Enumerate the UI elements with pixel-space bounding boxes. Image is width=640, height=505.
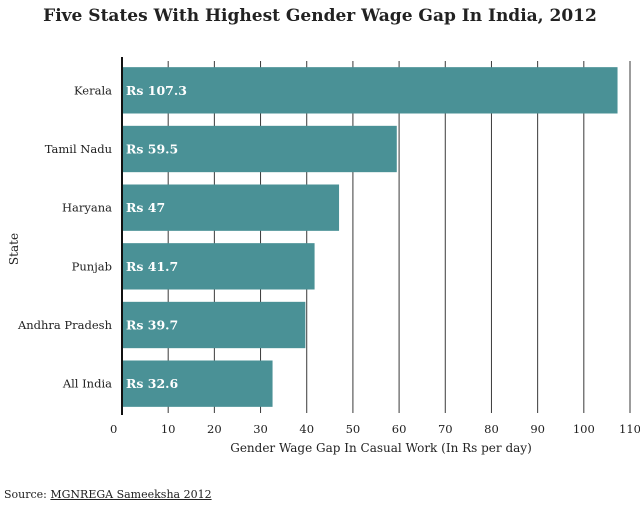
x-tick-label: 40 <box>299 422 314 436</box>
chart-title: Five States With Highest Gender Wage Gap… <box>43 6 597 26</box>
bar-value-label: Rs 41.7 <box>126 259 178 274</box>
bar <box>122 184 340 231</box>
category-label: Kerala <box>74 83 112 97</box>
y-axis-title: State <box>7 233 21 265</box>
bar <box>122 360 273 407</box>
x-tick-label: 0 <box>110 422 117 436</box>
category-label: Punjab <box>72 259 112 273</box>
x-tick-label: 50 <box>346 422 361 436</box>
x-tick-label: 90 <box>530 422 545 436</box>
source-prefix: Source: <box>4 488 51 501</box>
x-tick-label: 10 <box>161 422 176 436</box>
x-tick-label: 80 <box>484 422 499 436</box>
x-tick-label: 110 <box>619 422 640 436</box>
category-label: Andhra Pradesh <box>17 318 113 332</box>
bar-value-label: Rs 59.5 <box>126 142 178 157</box>
bar <box>122 67 618 114</box>
bar-value-label: Rs 47 <box>126 200 165 215</box>
x-tick-label: 20 <box>207 422 222 436</box>
bar <box>122 243 315 290</box>
category-label: Haryana <box>62 201 112 215</box>
bar-value-label: Rs 39.7 <box>126 318 178 333</box>
source-link[interactable]: MGNREGA Sameeksha 2012 <box>50 488 212 501</box>
bar-value-label: Rs 32.6 <box>126 376 179 391</box>
bar <box>122 301 306 349</box>
category-label: Tamil Nadu <box>45 142 112 156</box>
category-label: All India <box>62 377 112 391</box>
bar <box>122 125 397 173</box>
x-axis-title: Gender Wage Gap In Casual Work (In Rs pe… <box>230 441 532 455</box>
bar-value-label: Rs 107.3 <box>126 83 187 98</box>
x-tick-label: 30 <box>253 422 268 436</box>
x-tick-label: 100 <box>573 422 595 436</box>
x-tick-label: 60 <box>392 422 407 436</box>
x-tick-label: 70 <box>438 422 453 436</box>
source-note: Source: MGNREGA Sameeksha 2012 <box>4 488 212 501</box>
